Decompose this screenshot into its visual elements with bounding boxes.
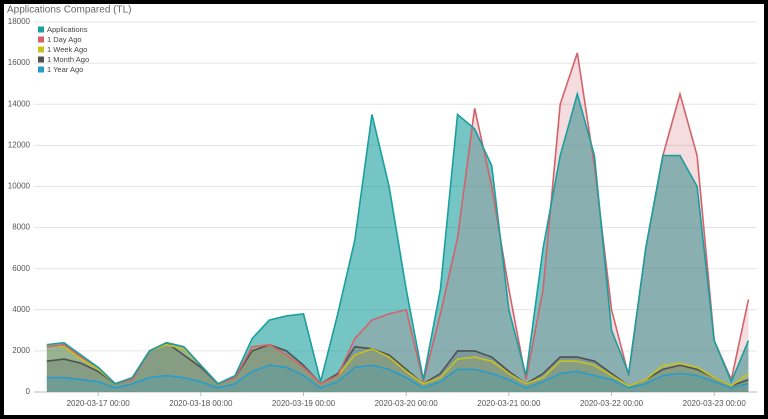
x-tick-label: 2020-03-20 00:00	[375, 399, 439, 408]
legend-swatch	[38, 56, 44, 63]
y-tick-label: 0	[26, 387, 31, 396]
series-line	[46, 343, 749, 387]
y-tick-label: 12000	[8, 140, 31, 149]
legend-label: 1 Month Ago	[47, 55, 89, 64]
legend-label: Applications	[47, 25, 88, 34]
x-tick-label: 2020-03-19 00:00	[272, 399, 336, 408]
x-tick-label: 2020-03-23 00:00	[683, 399, 747, 408]
chart-title: Applications Compared (TL)	[7, 5, 132, 16]
series-line	[46, 364, 749, 389]
legend-label: 1 Year Ago	[47, 65, 83, 74]
series-area	[46, 342, 749, 392]
x-tick-label: 2020-03-17 00:00	[67, 399, 131, 408]
legend-label: 1 Week Ago	[47, 45, 87, 54]
y-tick-label: 16000	[8, 58, 31, 67]
series-area	[46, 52, 749, 392]
x-tick-label: 2020-03-18 00:00	[169, 399, 233, 408]
legend-swatch	[38, 46, 44, 53]
x-tick-label: 2020-03-21 00:00	[477, 399, 541, 408]
y-tick-label: 8000	[12, 223, 30, 232]
legend-label: 1 Day Ago	[47, 35, 82, 44]
series-area	[46, 365, 749, 392]
series-line	[46, 90, 750, 385]
series-area	[46, 344, 749, 392]
legend-swatch	[38, 36, 44, 43]
series-area	[46, 93, 749, 392]
y-tick-label: 18000	[8, 17, 31, 26]
legend-swatch	[38, 66, 44, 73]
x-tick-label: 2020-03-22 00:00	[580, 399, 644, 408]
y-tick-label: 14000	[8, 99, 31, 108]
y-tick-label: 6000	[12, 264, 30, 273]
y-tick-label: 4000	[12, 305, 30, 314]
legend-swatch	[38, 26, 44, 33]
y-tick-label: 10000	[8, 182, 31, 191]
y-tick-label: 2000	[12, 346, 30, 355]
